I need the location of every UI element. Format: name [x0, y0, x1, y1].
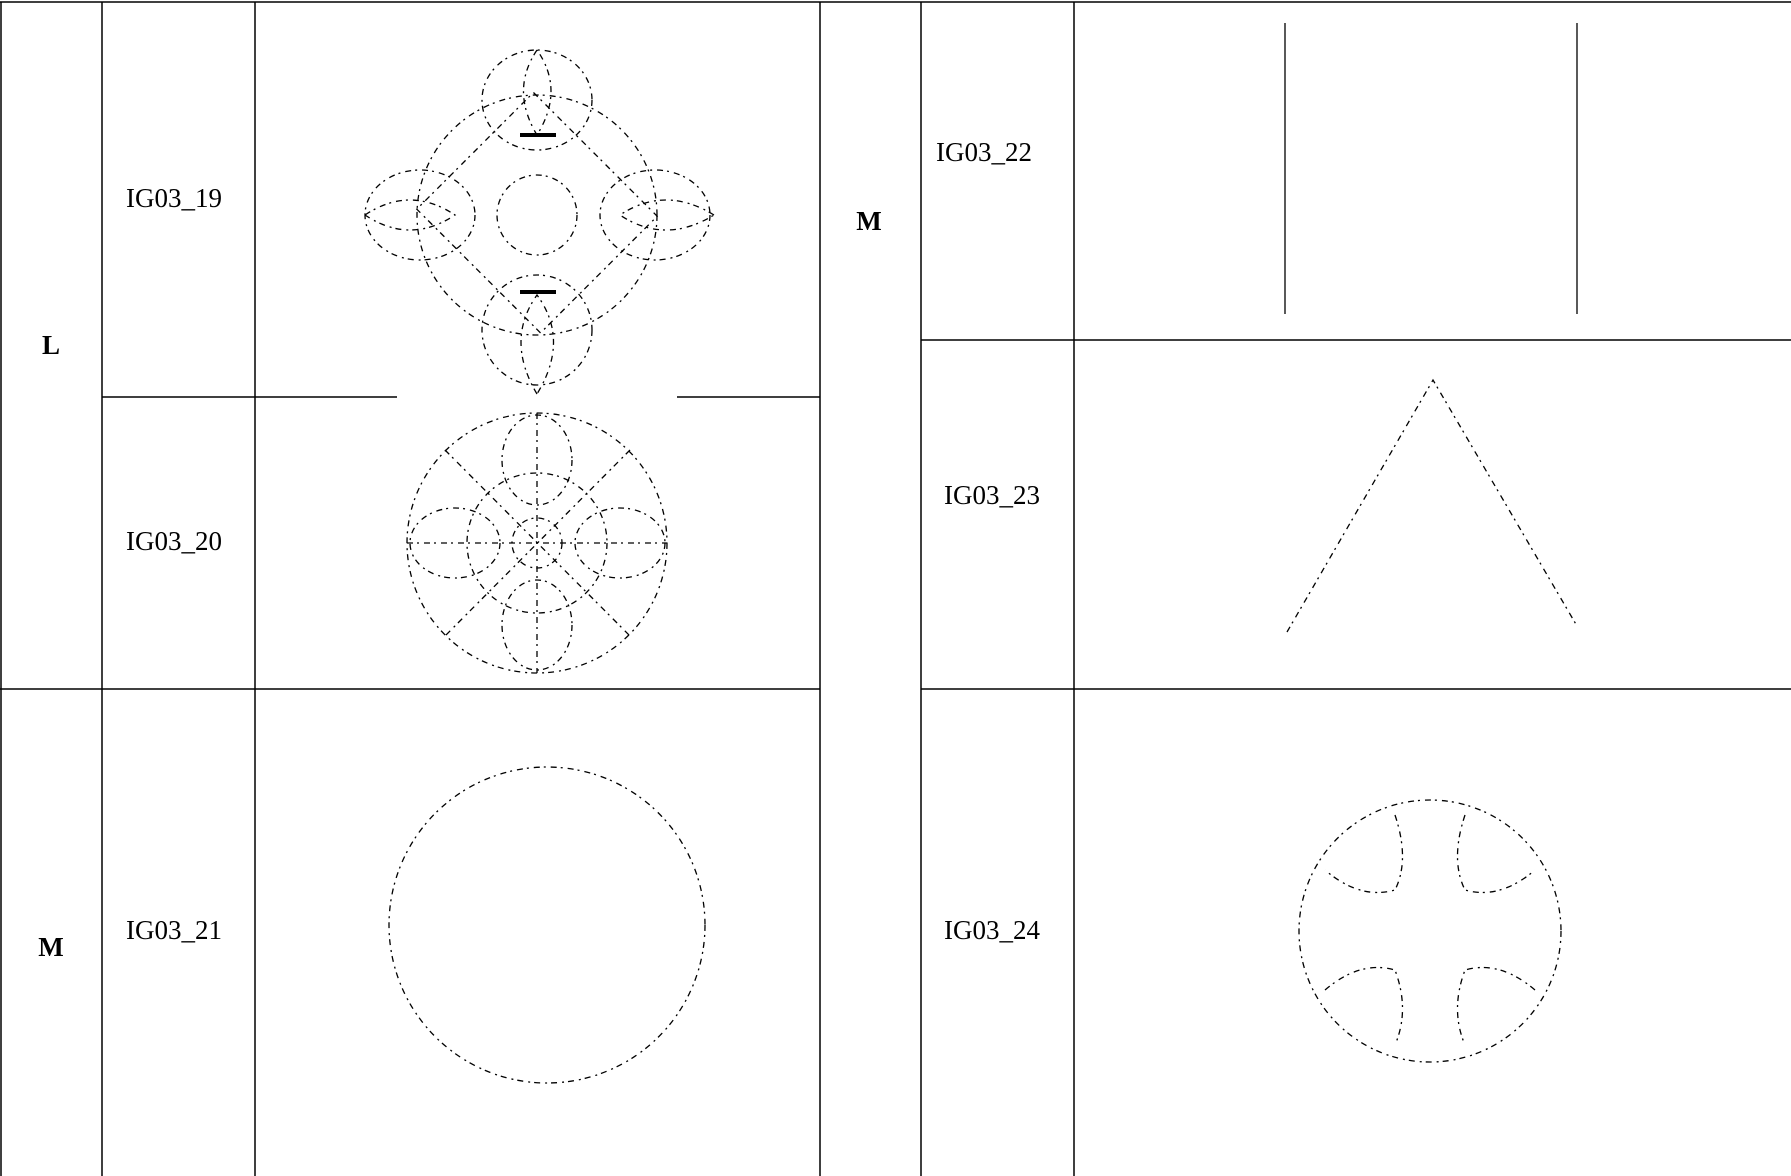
item-id: IG03_22 [936, 137, 1032, 167]
size-label: M [856, 206, 881, 236]
size-label: M [38, 932, 63, 962]
item-id: IG03_19 [126, 183, 222, 213]
cross-drawing [1298, 799, 1562, 1063]
angle-drawing [1286, 378, 1578, 633]
size-label: L [42, 330, 60, 360]
ornament-drawing [406, 412, 668, 674]
item-id: IG03_24 [944, 915, 1040, 945]
circle-drawing [388, 766, 706, 1084]
item-id: IG03_23 [944, 480, 1040, 510]
item-id: IG03_21 [126, 915, 222, 945]
ornament-drawing [364, 49, 715, 395]
item-id: IG03_20 [126, 526, 222, 556]
